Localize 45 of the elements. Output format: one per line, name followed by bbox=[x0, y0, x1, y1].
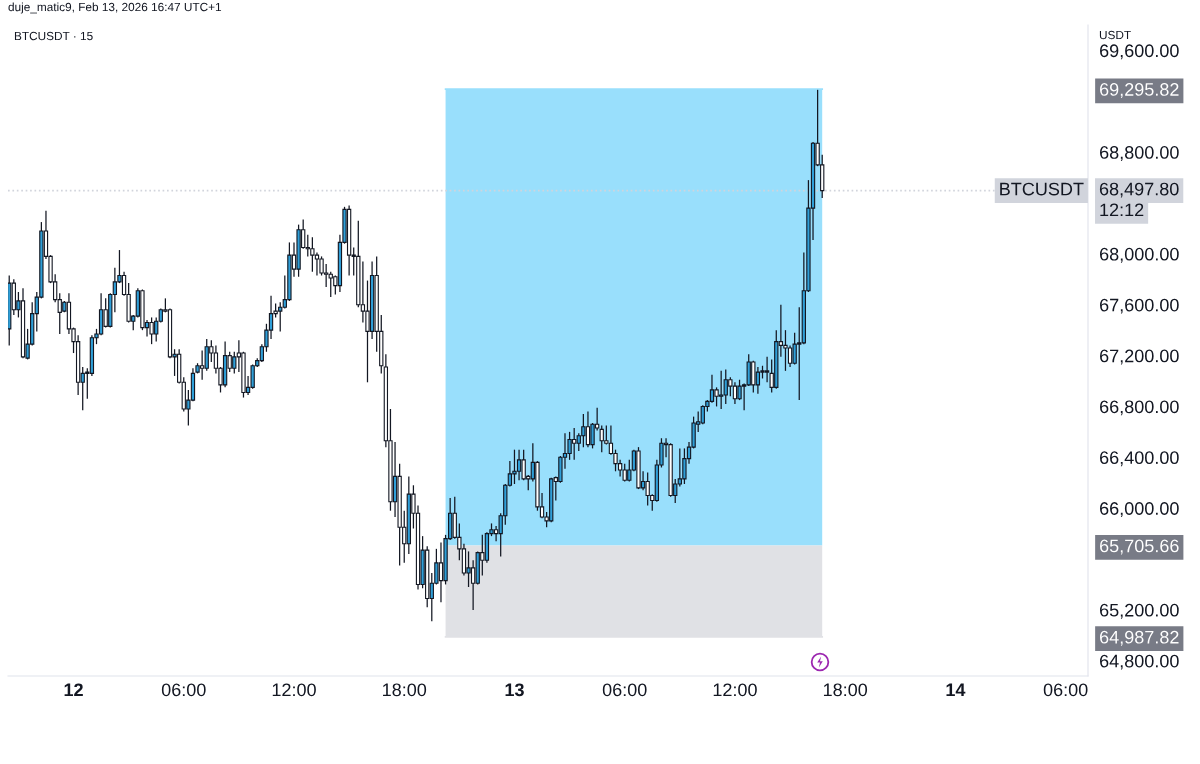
candlestick bbox=[718, 370, 724, 410]
y-tick-label: 66,400.00 bbox=[1100, 451, 1179, 467]
candlestick bbox=[512, 449, 517, 485]
x-tick-label: 06:00 bbox=[161, 683, 206, 697]
candlestick bbox=[438, 541, 444, 603]
y-tick-label: 69,600.00 bbox=[1100, 44, 1179, 60]
x-tick-label: 06:00 bbox=[602, 683, 647, 697]
y2-tick-label: 69,295.82 bbox=[1100, 83, 1179, 98]
candlestick bbox=[310, 236, 315, 273]
candlestick bbox=[314, 251, 320, 277]
candlestick bbox=[199, 349, 205, 381]
y-tick-label: 68,800.00 bbox=[1100, 146, 1179, 161]
x-tick-label: 18:00 bbox=[823, 683, 868, 697]
x-tick-label: 12:00 bbox=[713, 683, 757, 697]
candlestick bbox=[581, 413, 586, 448]
candlestick bbox=[709, 374, 715, 404]
x-tick-label: 12 bbox=[64, 683, 83, 697]
y2-tick-label: 64,987.82 bbox=[1100, 630, 1179, 646]
candlestick bbox=[516, 449, 522, 481]
y-tick-label: 67,200.00 bbox=[1100, 349, 1179, 365]
x-tick-label: 18:00 bbox=[383, 683, 427, 697]
candlestick bbox=[787, 344, 793, 368]
candlestick bbox=[585, 410, 591, 448]
chart-subtitle: duje_matic9, Feb 13, 2026 16:47 UTC+1 bbox=[8, 2, 222, 14]
y-tick-label: 67,600.00 bbox=[1100, 298, 1179, 314]
y-tick-label: 66,800.00 bbox=[1100, 400, 1179, 416]
text: 12:12 bbox=[1100, 203, 1144, 217]
y-tick-label: 64,800.00 bbox=[1100, 654, 1179, 670]
y2-axis-title: USDT bbox=[1099, 30, 1131, 40]
chart-title: BTCUSDT · 15 bbox=[14, 31, 93, 41]
candlestick bbox=[319, 255, 324, 277]
x-tick-label: 14 bbox=[946, 683, 966, 697]
annotation: BTCUSDT bbox=[1000, 182, 1084, 196]
y-tick-label: 66,000.00 bbox=[1100, 502, 1179, 518]
candlestick bbox=[466, 550, 471, 588]
candlestick bbox=[732, 381, 738, 405]
ref-line-label: 68,497.80 bbox=[1099, 182, 1179, 198]
x-tick-label: 13 bbox=[505, 683, 524, 697]
candlestick bbox=[714, 386, 719, 408]
x-tick-label: 12:00 bbox=[272, 683, 316, 697]
y-tick-label: 65,200.00 bbox=[1100, 603, 1179, 619]
candlestick bbox=[149, 316, 154, 345]
y-tick-label: 68,000.00 bbox=[1100, 247, 1179, 263]
x-tick-label: 06:00 bbox=[1043, 683, 1088, 697]
y2-tick-label: 65,705.66 bbox=[1100, 539, 1179, 555]
